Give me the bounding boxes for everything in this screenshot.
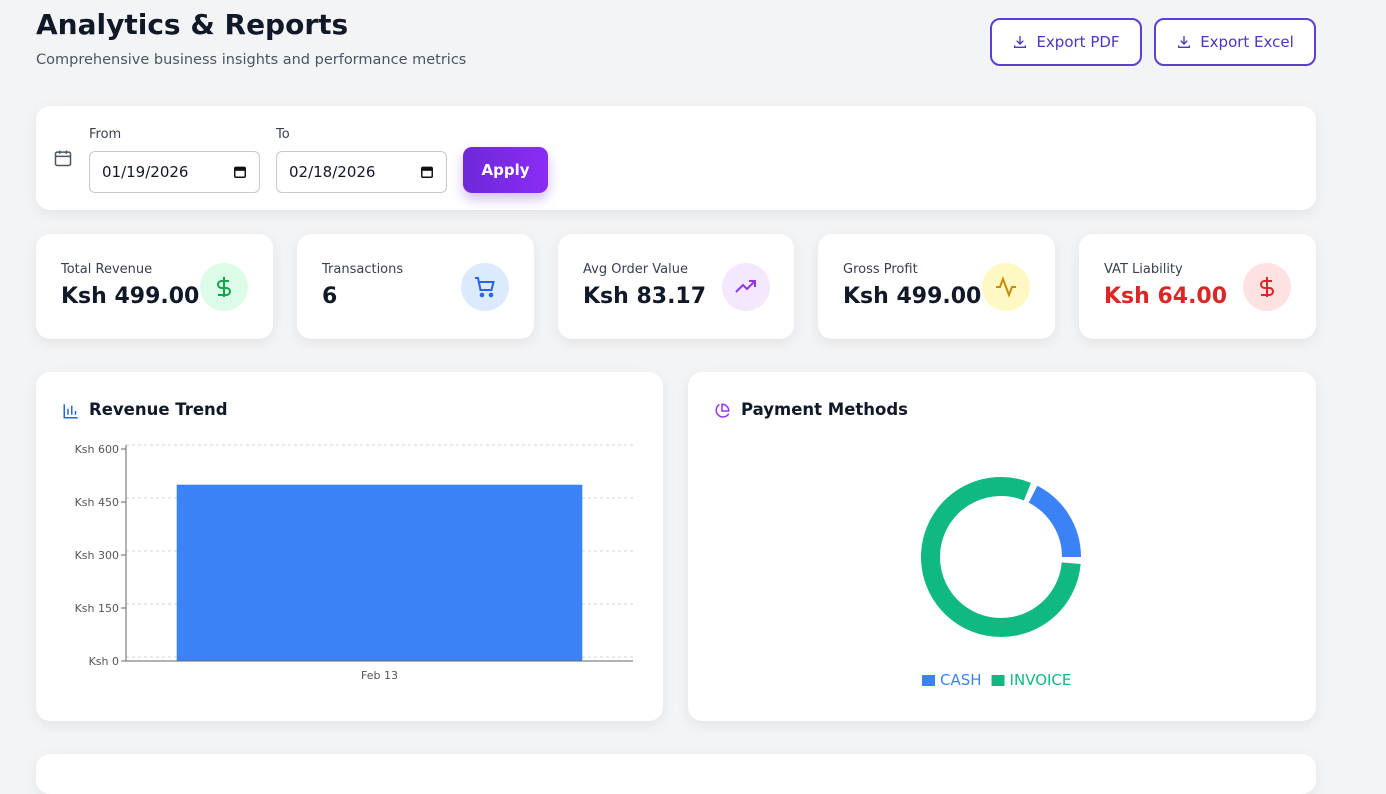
kpi-label: Transactions: [322, 262, 404, 277]
page: Analytics & Reports Comprehensive busine…: [36, 8, 1316, 794]
kpi-value: Ksh 499.00: [843, 284, 982, 309]
next-card: [36, 754, 1316, 794]
kpi-icon: [461, 263, 509, 311]
kpi-label: VAT Liability: [1104, 262, 1183, 277]
download-icon: [1178, 36, 1191, 48]
filter-card: From 01/19/2026 To 02/18/2026 Apply: [36, 106, 1316, 210]
kpi-label: Gross Profit: [843, 262, 918, 277]
apply-button[interactable]: Apply: [463, 147, 548, 193]
calendar-icon: [54, 150, 72, 167]
page-title: Analytics & Reports: [36, 8, 349, 41]
kpi-card: Transactions 6: [297, 234, 534, 339]
kpi-value: 6: [322, 284, 338, 309]
kpi-icon: [982, 263, 1030, 311]
chart-card: Payment Methods: [688, 372, 1316, 721]
kpi-label: Avg Order Value: [583, 262, 688, 277]
button-label: Export PDF: [1036, 33, 1120, 51]
chart-title: Payment Methods: [741, 400, 909, 419]
from-date: 01/19/2026: [102, 163, 189, 181]
kpi-icon: [200, 263, 248, 311]
to-label: To: [276, 127, 290, 142]
chart-icon: [63, 404, 78, 419]
to-date: 02/18/2026: [289, 163, 376, 181]
pie-icon: [715, 403, 730, 418]
from-label: From: [89, 127, 122, 142]
from-date-input[interactable]: 01/19/2026: [89, 151, 260, 193]
chart-title: Revenue Trend: [89, 400, 228, 419]
kpi-card: Gross Profit Ksh 499.00: [818, 234, 1055, 339]
kpi-value: Ksh 64.00: [1104, 284, 1228, 309]
export-pdf-button[interactable]: Export PDF: [990, 18, 1142, 66]
chart-card: Revenue Trend: [36, 372, 663, 721]
kpi-card: Avg Order Value Ksh 83.17: [558, 234, 794, 339]
button-label: Export Excel: [1200, 33, 1294, 51]
kpi-icon: [722, 263, 770, 311]
kpi-value: Ksh 83.17: [583, 284, 707, 309]
calendar-icon: [234, 166, 246, 178]
download-icon: [1014, 36, 1027, 48]
kpi-card: Total Revenue Ksh 499.00: [36, 234, 273, 339]
kpi-value: Ksh 499.00: [61, 284, 200, 309]
kpi-label: Total Revenue: [61, 262, 153, 277]
calendar-icon: [421, 166, 433, 178]
to-date-input[interactable]: 02/18/2026: [276, 151, 447, 193]
page-subtitle: Comprehensive business insights and perf…: [36, 52, 467, 68]
export-excel-button[interactable]: Export Excel: [1154, 18, 1316, 66]
kpi-icon: [1243, 263, 1291, 311]
kpi-card: VAT Liability Ksh 64.00: [1079, 234, 1316, 339]
